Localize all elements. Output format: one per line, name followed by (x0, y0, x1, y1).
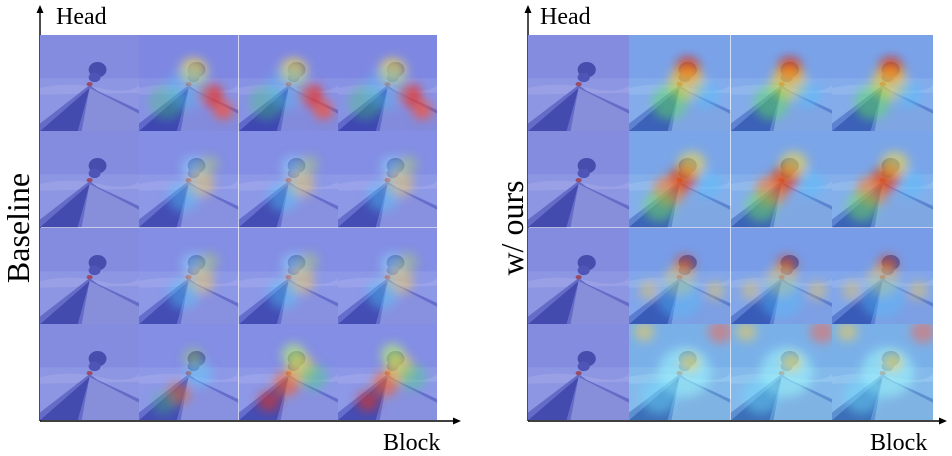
y-axis-label: Head (56, 4, 107, 30)
row-group-label: w/ ours (494, 180, 530, 276)
ours-panel: Head Block w/ ours (476, 0, 952, 456)
attention-map-cell (528, 35, 630, 132)
attention-map-cell (238, 35, 338, 132)
attention-map-cell (139, 131, 239, 228)
attention-map-grid (40, 35, 437, 420)
attention-map-cell (337, 35, 437, 132)
attention-map-cell (629, 227, 731, 324)
attention-map-cell (528, 323, 630, 420)
attention-map-cell (337, 323, 437, 420)
attention-map-cell (238, 131, 338, 228)
attention-map-cell (629, 131, 731, 228)
baseline-panel: Head Block Baseline (0, 0, 476, 456)
attention-map-cell (730, 227, 832, 324)
attention-map-cell (40, 323, 140, 420)
attention-map-cell (337, 131, 437, 228)
attention-map-cell (730, 131, 832, 228)
attention-map-grid (528, 35, 933, 420)
row-group-label: Baseline (0, 172, 36, 284)
attention-map-cell (238, 323, 338, 420)
x-axis-label: Block (383, 430, 441, 456)
y-axis-label: Head (540, 4, 591, 30)
attention-map-cell (831, 131, 933, 228)
attention-map-cell (40, 131, 140, 228)
attention-map-cell (238, 227, 338, 324)
attention-map-cell (40, 35, 140, 132)
attention-map-cell (139, 35, 239, 132)
attention-map-cell (40, 227, 140, 324)
attention-map-cell (730, 323, 832, 420)
attention-map-cell (139, 323, 239, 420)
attention-map-cell (629, 323, 731, 420)
attention-map-cell (629, 35, 731, 132)
attention-map-cell (139, 227, 239, 324)
attention-map-cell (337, 227, 437, 324)
attention-map-cell (528, 131, 630, 228)
attention-map-cell (831, 35, 933, 132)
x-axis-label: Block (870, 430, 928, 456)
attention-map-cell (730, 35, 832, 132)
attention-map-cell (831, 323, 933, 420)
attention-map-cell (831, 227, 933, 324)
attention-map-cell (528, 227, 630, 324)
